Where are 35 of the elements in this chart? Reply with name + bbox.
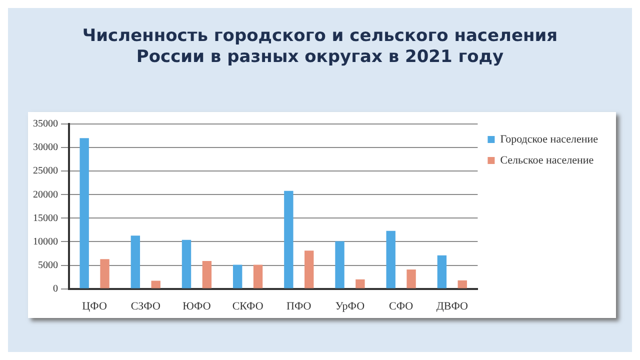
x-tick-label: СКФО — [232, 300, 264, 312]
bar — [151, 280, 160, 288]
bar — [100, 259, 110, 288]
bar — [335, 241, 344, 288]
chart-title: Численность городского и сельского населения России в разных округах в 2021 году — [81, 25, 559, 68]
bar — [253, 264, 263, 288]
x-tick-label: ПФО — [286, 300, 312, 312]
legend-label: Городское население — [500, 133, 598, 146]
bar — [202, 261, 212, 288]
bar — [356, 279, 365, 288]
bar — [386, 230, 396, 288]
bar — [130, 236, 140, 288]
y-tick-label: 5000 — [38, 260, 58, 271]
x-tick-label: УрФО — [335, 300, 365, 312]
y-tick-label: 10000 — [33, 236, 58, 248]
y-tick-label: 20000 — [33, 189, 58, 200]
bar — [80, 138, 89, 288]
bar — [437, 255, 447, 288]
bar — [182, 240, 192, 288]
y-tick-label: 0 — [53, 283, 58, 294]
y-tick-label: 25000 — [33, 166, 58, 177]
x-tick-label: ЦФО — [82, 300, 107, 312]
x-tick-label: СЗФО — [130, 300, 160, 312]
bar — [284, 190, 294, 288]
bar — [406, 269, 416, 288]
x-tick-label: ДВФО — [436, 300, 468, 312]
legend-label: Сельское население — [500, 154, 594, 166]
x-tick-label: ЮФО — [182, 300, 211, 312]
bar — [458, 280, 467, 288]
bar — [232, 264, 242, 288]
y-tick-label: 35000 — [33, 118, 58, 130]
bar — [304, 250, 314, 288]
y-tick-label: 15000 — [33, 212, 58, 224]
x-tick-label: СФО — [389, 300, 414, 312]
y-tick-label: 30000 — [33, 142, 58, 154]
